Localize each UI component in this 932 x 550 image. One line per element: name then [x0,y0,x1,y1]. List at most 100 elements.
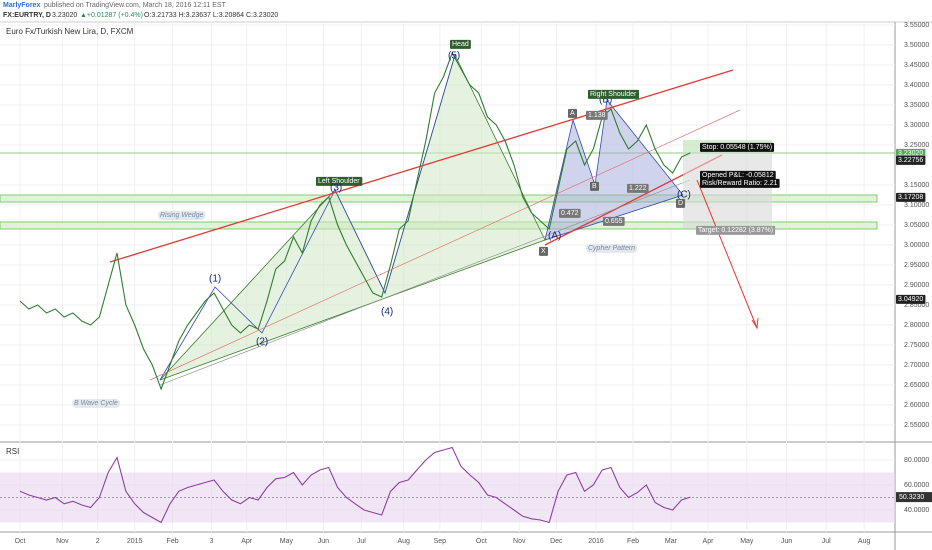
annotation-box [586,110,608,120]
y-tick-label: 3.30000 [904,122,929,129]
x-tick-label: Oct [15,538,26,545]
x-tick-label: Jun [781,538,792,545]
x-tick-label: Aug [397,538,410,545]
annotation: 3.04920 [896,294,926,304]
y-tick-label: 80.0000 [904,457,929,464]
rsi-title: RSI [6,447,19,456]
arrow-head [751,317,759,330]
ohlc: O:3.21733 H:3.23637 L:3.20864 C:3.23020 [144,12,278,19]
annotation: 3.22756 [896,155,926,165]
annotation-text: Risk/Reward Ratio: 2.21 [702,180,778,187]
annotation: D [676,198,686,208]
annotation: Left Shoulder [316,176,363,186]
x-tick-label: Jun [318,538,329,545]
annotation-text: 3.22756 [898,157,923,164]
annotation-text: 3.04920 [898,296,923,303]
annotation: Right Shoulder [588,89,639,99]
annotation: Risk/Reward Ratio: 2.21 [700,178,780,188]
annotation: 1.222 [627,183,649,193]
annotation: B [590,181,599,191]
annotation: (3) [330,183,342,194]
annotation-text: X [541,248,546,255]
y-tick-label: 2.55000 [904,422,929,429]
author[interactable]: MarlyForex [3,2,40,9]
annotation-box [316,176,363,186]
annotation-text: D [678,200,683,207]
annotation-text: (5) [448,51,460,62]
y-tick-label: 2.60000 [904,402,929,409]
y-tick-label: 3.50000 [904,42,929,49]
x-tick-label: 2 [96,538,100,545]
x-tick-label: Apr [703,538,715,545]
cypher-area [544,99,684,241]
annotation-text: 1.222 [629,185,647,192]
y-tick-label: 3.15000 [904,182,929,189]
annotation-text: 3.23020 [898,150,923,157]
y-tick-label: 3.05000 [904,222,929,229]
last-price: 3.23020 [52,12,77,19]
x-tick-label: Jul [822,538,831,545]
change: ▲+0.01287 (+0.4%) [80,12,143,19]
annotation-box [539,246,548,256]
annotation-text: Cypher Pattern [588,245,635,252]
target-zone [683,153,772,228]
annotation-text: Head [452,41,469,48]
x-tick-label: Nov [56,538,69,545]
annotation-box [603,216,625,226]
annotation: (2) [256,337,268,348]
annotation-text: (3) [330,183,342,194]
annotation-box [627,183,649,193]
annotation: (C) [677,190,691,201]
annotation-text: (B) [599,95,612,106]
x-tick-label: Apr [241,538,253,545]
published: published on TradingView.com, March 18, … [44,2,227,9]
annotation: A [568,108,577,118]
y-tick-label: 3.45000 [904,62,929,69]
y-tick-label: 3.10000 [904,202,929,209]
annotation-box [896,148,926,158]
annotation-text: Stop: 0.05548 (1.75%) [702,144,772,151]
x-tick-label: Nov [513,538,526,545]
rsi-last-box [896,492,932,503]
annotation: (5) [448,51,460,62]
y-tick-label: 2.80000 [904,322,929,329]
annotation-text: Left Shoulder [318,178,360,185]
annotation-box [676,198,686,208]
wave-line [159,54,456,381]
rsi-last-label: 50.3230 [899,494,924,501]
forecast-arrow [696,179,758,329]
annotation-box [700,170,776,180]
x-tick-label: Sep [434,538,447,545]
annotation: 1.138 [586,110,608,120]
wedge-line [159,179,691,386]
annotation-text: B [592,183,597,190]
price-line [19,51,691,391]
annotation-box [896,155,926,165]
y-tick-label: 3.35000 [904,102,929,109]
x-tick-label: Mar [665,538,678,545]
y-tick-label: 2.95000 [904,262,929,269]
annotation-box [696,225,776,235]
annotation: 3.17208 [896,192,926,202]
annotation-box [559,208,581,218]
y-tick-label: 2.70000 [904,362,929,369]
channel-line [109,69,734,263]
annotation-text: B Wave Cycle [74,400,118,407]
x-tick-label: Aug [858,538,871,545]
y-tick-label: 2.90000 [904,282,929,289]
x-tick-label: Feb [167,538,179,545]
annotation-text: Rising Wedge [160,212,204,219]
annotation: B Wave Cycle [72,398,120,408]
rsi-line [19,446,691,524]
x-tick-label: Feb [627,538,639,545]
annotation-text: (4) [381,307,393,318]
annotation: (1) [209,274,221,285]
x-tick-label: Oct [476,538,487,545]
annotation-text: Right Shoulder [590,91,637,98]
y-tick-label: 2.85000 [904,302,929,309]
annotation-box [700,142,775,152]
annotation-box [590,181,599,191]
annotation: Target: 0.12282 (3.87%) [696,225,776,235]
annotation-text: (A) [548,231,561,242]
